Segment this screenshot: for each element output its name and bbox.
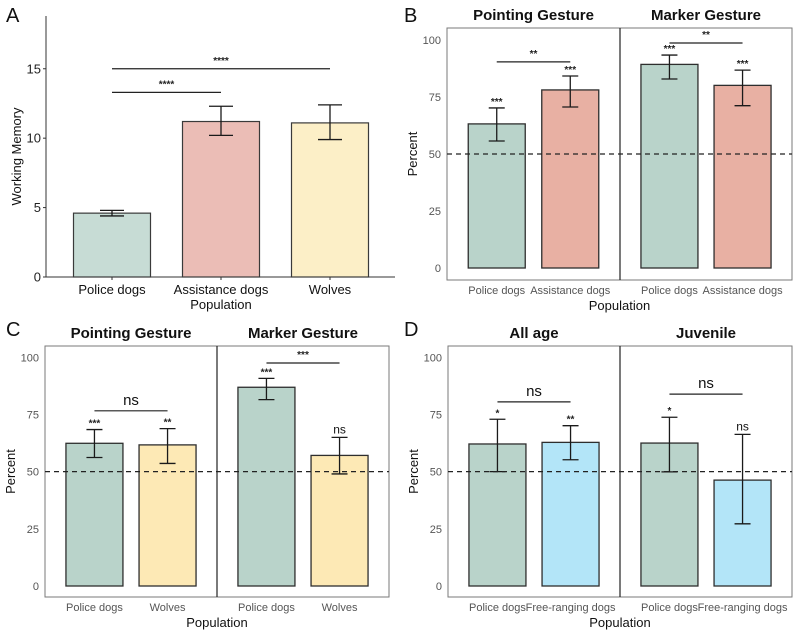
- y-tick-label: 100: [423, 35, 441, 47]
- x-axis-title: Population: [589, 298, 650, 313]
- y-tick-label: 25: [430, 524, 442, 536]
- y-axis-title: Working Memory: [9, 107, 24, 206]
- panel-d: D 0 25 50 75 100 Percent Population All age * Poli…: [404, 319, 793, 630]
- y-tick-label: 0: [33, 581, 39, 593]
- panel-label-d: D: [404, 319, 418, 341]
- facet-title: Juvenile: [676, 325, 736, 342]
- y-tick-label: 25: [429, 206, 441, 218]
- bar: [65, 442, 124, 587]
- bar-significance-label: ***: [261, 367, 273, 378]
- y-tick-label: 50: [27, 467, 39, 479]
- y-axis-title: Percent: [3, 449, 18, 494]
- y-tick-label: 50: [429, 149, 441, 161]
- panel-label-c: C: [6, 319, 20, 341]
- x-tick-label: Assistance dogs: [530, 285, 611, 297]
- bar: [541, 441, 600, 587]
- y-tick-label: 75: [429, 92, 441, 104]
- bar-significance-label: *: [495, 408, 499, 419]
- x-axis-title: Population: [186, 615, 247, 630]
- y-axis-title: Percent: [405, 131, 420, 176]
- y-tick-label: 75: [27, 409, 39, 421]
- bar-significance-label: ns: [736, 419, 749, 433]
- y-tick-label: 0: [435, 263, 441, 275]
- significance-label: ns: [526, 383, 542, 400]
- x-tick-label: Wolves: [150, 602, 186, 614]
- significance-label: **: [702, 30, 710, 41]
- x-tick-label: Wolves: [322, 602, 358, 614]
- x-tick-label: Police dogs: [78, 282, 146, 297]
- bar-significance-label: **: [567, 415, 575, 426]
- facet-title: Marker Gesture: [651, 7, 761, 24]
- facet-title: Pointing Gesture: [71, 325, 192, 342]
- y-tick-label: 0: [34, 270, 41, 285]
- x-tick-label: Police dogs: [641, 602, 698, 614]
- bar-significance-label: *: [667, 406, 671, 417]
- significance-label: ****: [159, 79, 175, 90]
- bar-significance-label: ns: [333, 422, 346, 436]
- y-tick-label: 75: [430, 409, 442, 421]
- facet-title: All age: [509, 325, 558, 342]
- significance-label: ***: [297, 350, 309, 361]
- x-tick-label: Police dogs: [468, 285, 525, 297]
- significance-label: ****: [213, 56, 229, 67]
- panel-a: A 0 5 10 15 Working Memory Population Police do…: [6, 5, 395, 312]
- bar: [72, 212, 152, 278]
- x-tick-label: Wolves: [309, 282, 352, 297]
- x-tick-label: Police dogs: [641, 285, 698, 297]
- y-tick-label: 15: [27, 61, 41, 76]
- x-tick-label: Assistance dogs: [702, 285, 783, 297]
- x-tick-label: Police dogs: [66, 602, 123, 614]
- bar-significance-label: ***: [664, 44, 676, 55]
- y-tick-label: 5: [34, 200, 41, 215]
- y-tick-label: 25: [27, 524, 39, 536]
- significance-label: **: [530, 49, 538, 60]
- bar-significance-label: ***: [737, 59, 749, 70]
- facet-title: Marker Gesture: [248, 325, 358, 342]
- facet-title: Pointing Gesture: [473, 7, 594, 24]
- bar: [640, 63, 699, 269]
- bar: [541, 89, 600, 269]
- bar-significance-label: ***: [89, 419, 101, 430]
- x-tick-label: Free-ranging dogs: [698, 602, 788, 614]
- bar-significance-label: **: [164, 418, 172, 429]
- x-tick-label: Free-ranging dogs: [526, 602, 616, 614]
- y-tick-label: 0: [436, 581, 442, 593]
- x-tick-label: Police dogs: [469, 602, 526, 614]
- panel-c: C 0 25 50 75 100 Percent Population Pointing Ges…: [3, 319, 390, 630]
- bar: [310, 454, 369, 587]
- panel-b: B 0 25 50 75 100 Percent Population Pointing Ges…: [404, 5, 793, 313]
- y-tick-label: 100: [424, 352, 442, 364]
- bar-significance-label: ***: [564, 65, 576, 76]
- y-tick-label: 100: [21, 352, 39, 364]
- significance-label: ns: [123, 392, 139, 409]
- y-axis-title: Percent: [406, 449, 421, 494]
- x-axis-title: Population: [589, 615, 650, 630]
- bar: [237, 386, 296, 587]
- x-tick-label: Assistance dogs: [174, 282, 269, 297]
- bar: [138, 444, 197, 587]
- x-tick-label: Police dogs: [238, 602, 295, 614]
- panel-label-b: B: [404, 5, 417, 27]
- bar: [290, 122, 370, 278]
- panel-label-a: A: [6, 5, 20, 27]
- bar: [467, 123, 526, 269]
- y-tick-label: 50: [430, 467, 442, 479]
- y-tick-label: 10: [27, 131, 41, 146]
- x-axis-title: Population: [190, 297, 251, 312]
- bar-significance-label: ***: [491, 97, 503, 108]
- bar: [181, 120, 261, 278]
- bar: [713, 84, 772, 269]
- significance-label: ns: [698, 375, 714, 392]
